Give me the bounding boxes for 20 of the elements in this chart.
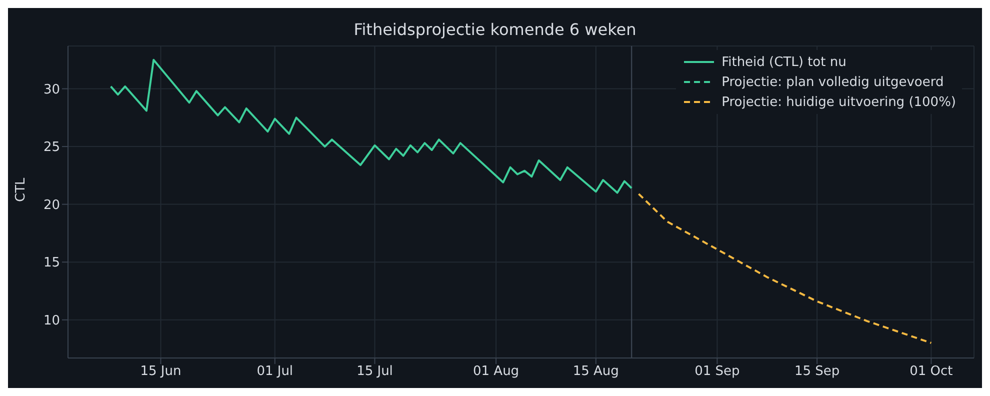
x-tick-label: 15 Jul	[356, 364, 393, 380]
legend-label: Projectie: plan volledig uitgevoerd	[722, 74, 944, 90]
line-series	[638, 192, 932, 344]
x-tick-label: 15 Sep	[794, 364, 840, 380]
x-tick-label: 15 Jun	[140, 364, 182, 380]
x-tick-label: 01 Oct	[910, 364, 953, 380]
y-tick-label: 20	[43, 198, 60, 213]
y-tick-label: 25	[43, 140, 60, 156]
y-tick-label: 10	[43, 313, 60, 328]
x-tick-label: 01 Aug	[473, 364, 520, 380]
x-tick-label: 15 Aug	[572, 364, 619, 380]
x-tick-label: 01 Sep	[694, 364, 740, 380]
legend-label: Projectie: huidige uitvoering (100%)	[722, 94, 956, 110]
y-axis-title: CTL	[14, 176, 29, 202]
chart-title: Fitheidsprojectie komende 6 weken	[352, 19, 638, 41]
legend-label: Fitheid (CTL) tot nu	[722, 54, 846, 70]
y-tick-label: 30	[43, 82, 60, 98]
y-tick-label: 15	[43, 256, 60, 271]
x-tick-label: 01 Jul	[256, 364, 294, 380]
line-series	[110, 58, 633, 194]
